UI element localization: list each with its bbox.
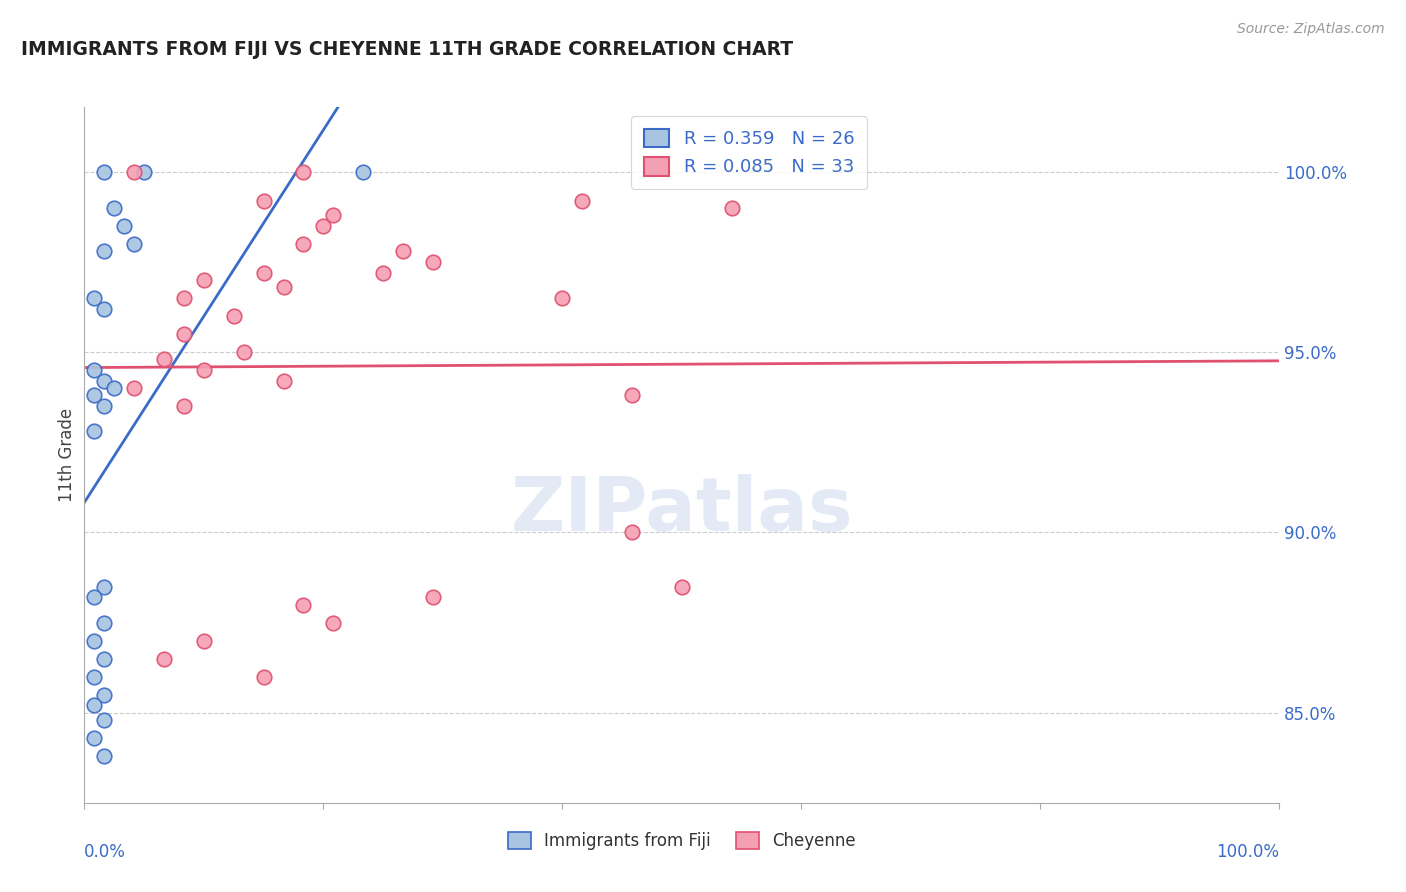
Text: IMMIGRANTS FROM FIJI VS CHEYENNE 11TH GRADE CORRELATION CHART: IMMIGRANTS FROM FIJI VS CHEYENNE 11TH GR… [21,40,793,59]
Legend: Immigrants from Fiji, Cheyenne: Immigrants from Fiji, Cheyenne [501,826,863,857]
Point [253,194,276,208]
Point [292,598,315,612]
Point [93,748,115,763]
Text: ZIPatlas: ZIPatlas [510,474,853,547]
Point [322,615,344,630]
Point [93,615,115,630]
Point [122,165,145,179]
Point [621,525,644,540]
Point [322,208,344,222]
Point [153,352,176,367]
Point [122,381,145,395]
Point [392,244,415,259]
Point [621,388,644,402]
Point [83,291,105,305]
Point [83,731,105,745]
Point [103,381,125,395]
Point [93,244,115,259]
Point [112,219,135,233]
Point [83,363,105,377]
Point [292,165,315,179]
Text: 100.0%: 100.0% [1216,843,1279,861]
Point [93,399,115,413]
Point [193,363,215,377]
Point [232,345,254,359]
Point [273,374,295,388]
Point [671,580,693,594]
Point [83,591,105,605]
Point [253,670,276,684]
Point [93,713,115,727]
Point [122,237,145,252]
Text: Source: ZipAtlas.com: Source: ZipAtlas.com [1237,22,1385,37]
Point [93,651,115,665]
Point [352,165,374,179]
Point [551,291,574,305]
Point [103,201,125,215]
Point [83,670,105,684]
Point [422,591,444,605]
Point [292,237,315,252]
Point [273,280,295,294]
Point [173,399,195,413]
Point [83,698,105,713]
Point [132,165,156,179]
Point [93,374,115,388]
Point [83,633,105,648]
Point [83,388,105,402]
Point [173,291,195,305]
Point [153,651,176,665]
Point [93,301,115,316]
Point [720,201,742,215]
Point [93,688,115,702]
Point [193,633,215,648]
Point [373,266,395,280]
Text: 0.0%: 0.0% [84,843,127,861]
Point [93,165,115,179]
Point [83,425,105,439]
Point [173,327,195,342]
Point [253,266,276,280]
Point [93,580,115,594]
Point [422,255,444,269]
Point [193,273,215,287]
Point [222,309,245,323]
Y-axis label: 11th Grade: 11th Grade [58,408,76,502]
Point [571,194,593,208]
Point [312,219,335,233]
